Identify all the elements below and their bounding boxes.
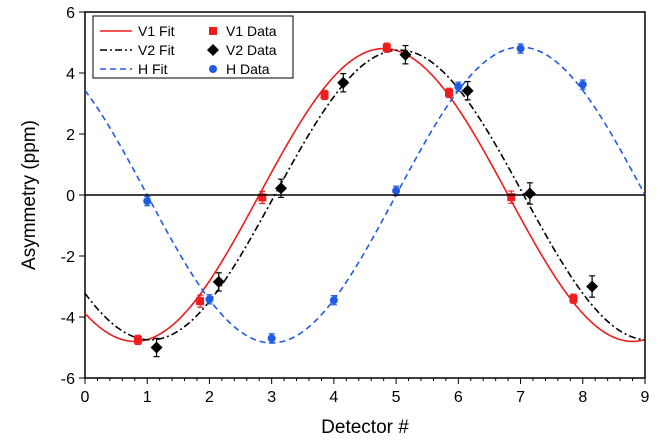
v2-fit-curve: [84, 49, 646, 341]
y-tick-label: 2: [66, 127, 75, 144]
h-data-point: [578, 80, 587, 89]
legend-label: V1 Fit: [138, 23, 175, 39]
legend-marker-h-data: [209, 65, 217, 73]
x-axis-title: Detector #: [321, 417, 409, 438]
v1-data-point: [258, 193, 267, 202]
v1-fit-curve: [84, 47, 646, 343]
v1-data-point: [445, 88, 453, 97]
h-data-point: [329, 296, 338, 305]
legend-label: V1 Data: [226, 23, 277, 39]
y-tick-label: -4: [61, 310, 75, 327]
v2-data-point: [275, 182, 287, 195]
v1-data-point: [569, 294, 578, 303]
axes: [79, 11, 646, 384]
data-points: [133, 42, 599, 358]
h-data-point: [516, 44, 525, 53]
x-tick-label: 2: [205, 389, 214, 406]
y-tick-label: -2: [61, 249, 75, 266]
x-tick-label: 6: [454, 389, 463, 406]
v1-data-point: [320, 90, 329, 99]
v2-data-point: [150, 341, 163, 354]
y-tick-label: 6: [66, 5, 75, 22]
v1-data-point: [507, 193, 516, 202]
y-tick-label: 0: [66, 188, 75, 205]
h-data-point: [454, 82, 463, 91]
v2-data-point: [523, 187, 536, 200]
x-tick-label: 5: [392, 389, 401, 406]
legend-marker-v1-data: [209, 27, 217, 35]
x-tick-label: 3: [267, 389, 276, 406]
x-tick-label: 4: [329, 389, 338, 406]
fit-curves: [84, 46, 646, 344]
legend-label: H Fit: [138, 61, 168, 77]
x-tick-label: 9: [641, 389, 650, 406]
v1-data-point: [382, 43, 391, 52]
legend: V1 Fit V1 Data V2 Fit V2 Data H Fit H Data: [92, 15, 294, 79]
y-axis-title: Asymmetry (ppm): [19, 120, 40, 270]
y-tick-label: -6: [61, 371, 75, 388]
tick-labels: 0 1 2 3 4 5 6 7 8 9 -6 -4 -2 0 2 4 6: [61, 5, 650, 406]
legend-marker-v2-data: [207, 44, 219, 56]
v2-data-point: [337, 76, 350, 89]
v2-data-point: [212, 275, 225, 288]
legend-label: H Data: [226, 61, 270, 77]
y-tick-label: 4: [66, 66, 75, 83]
x-tick-label: 1: [143, 389, 152, 406]
h-data-point: [267, 334, 276, 343]
legend-label: V2 Data: [226, 42, 277, 58]
h-data-point: [143, 197, 152, 206]
x-tick-label: 7: [516, 389, 525, 406]
v1-data-point: [196, 297, 205, 306]
v2-data-point: [399, 48, 412, 61]
h-data-point: [205, 295, 214, 304]
x-tick-label: 0: [81, 389, 90, 406]
legend-box: [92, 15, 294, 79]
v2-data-point: [586, 280, 599, 293]
v1-data-point: [133, 335, 142, 344]
h-data-point: [392, 186, 401, 195]
legend-label: V2 Fit: [138, 42, 175, 58]
x-tick-label: 8: [578, 389, 587, 406]
v2-data-point: [461, 84, 474, 97]
